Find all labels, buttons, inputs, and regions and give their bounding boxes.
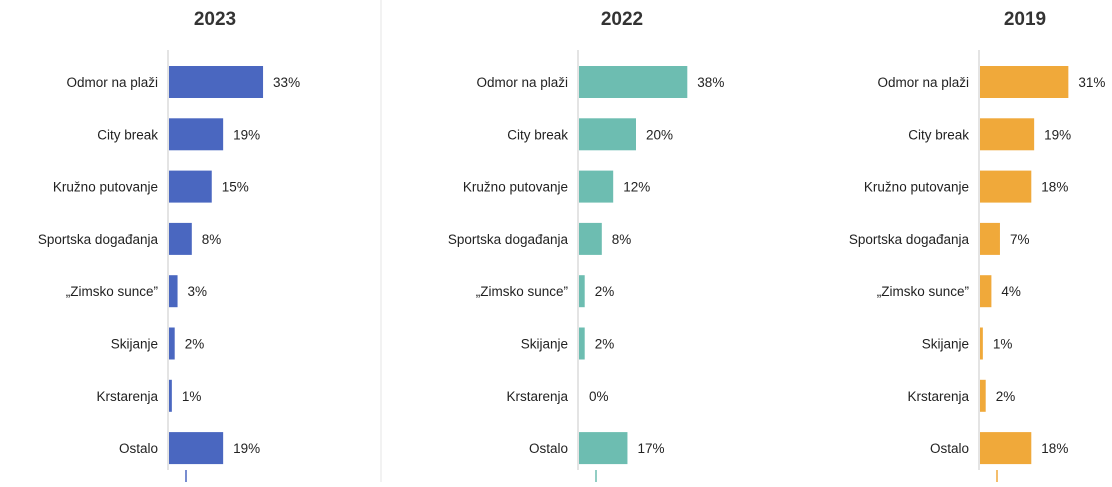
data-label: 31% (1078, 75, 1105, 90)
data-label: 12% (623, 180, 650, 195)
bar (980, 66, 1068, 98)
category-label: City break (97, 127, 158, 142)
data-label: 3% (188, 284, 208, 299)
category-label: „Zimsko sunce” (66, 284, 158, 299)
category-label: Krstarenja (506, 389, 568, 404)
data-label: 8% (612, 232, 632, 247)
category-label: Skijanje (521, 337, 568, 352)
category-label: Odmor na plaži (476, 75, 568, 90)
bar (579, 223, 602, 255)
category-label: Ostalo (930, 441, 969, 456)
data-label: 19% (233, 441, 260, 456)
bar (980, 118, 1034, 150)
category-label: Odmor na plaži (66, 75, 158, 90)
data-label: 18% (1041, 441, 1068, 456)
data-label: 2% (996, 389, 1016, 404)
bar (169, 118, 223, 150)
bar (169, 171, 212, 203)
category-label: Kružno putovanje (864, 180, 969, 195)
category-label: Ostalo (119, 441, 158, 456)
bar (579, 328, 585, 360)
data-label: 0% (589, 389, 609, 404)
bar (169, 432, 223, 464)
bar (169, 223, 192, 255)
category-label: Sportska događanja (38, 232, 159, 247)
data-label: 18% (1041, 180, 1068, 195)
data-label: 17% (637, 441, 664, 456)
category-label: Krstarenja (907, 389, 969, 404)
data-label: 20% (646, 127, 673, 142)
data-label: 4% (1001, 284, 1021, 299)
bar (169, 380, 172, 412)
data-label: 15% (222, 180, 249, 195)
bar (579, 118, 636, 150)
bar (169, 66, 263, 98)
bar (980, 171, 1031, 203)
category-label: Skijanje (111, 337, 158, 352)
category-label: City break (908, 127, 969, 142)
chart-title: 2023 (194, 9, 236, 30)
data-label: 38% (697, 75, 724, 90)
bar (579, 432, 627, 464)
category-label: Sportska događanja (849, 232, 970, 247)
category-label: „Zimsko sunce” (476, 284, 568, 299)
data-label: 1% (182, 389, 202, 404)
data-label: 19% (233, 127, 260, 142)
category-label: Sportska događanja (448, 232, 569, 247)
bar (579, 66, 687, 98)
bar (579, 171, 613, 203)
category-label: „Zimsko sunce” (877, 284, 969, 299)
bar (169, 328, 175, 360)
chart-title: 2022 (601, 9, 643, 30)
bar (169, 275, 178, 307)
data-label: 2% (185, 337, 205, 352)
category-label: Kružno putovanje (463, 180, 568, 195)
data-label: 1% (993, 337, 1013, 352)
category-label: Odmor na plaži (877, 75, 969, 90)
bar (980, 432, 1031, 464)
bar (980, 328, 983, 360)
data-label: 2% (595, 337, 615, 352)
data-label: 19% (1044, 127, 1071, 142)
category-label: Krstarenja (96, 389, 158, 404)
bar (980, 275, 991, 307)
bar (980, 223, 1000, 255)
bar (579, 275, 585, 307)
data-label: 7% (1010, 232, 1030, 247)
category-label: Ostalo (529, 441, 568, 456)
bar (980, 380, 986, 412)
chart-title: 2019 (1004, 9, 1046, 30)
category-label: Skijanje (922, 337, 969, 352)
category-label: City break (507, 127, 568, 142)
data-label: 2% (595, 284, 615, 299)
category-label: Kružno putovanje (53, 180, 158, 195)
data-label: 33% (273, 75, 300, 90)
data-label: 8% (202, 232, 222, 247)
